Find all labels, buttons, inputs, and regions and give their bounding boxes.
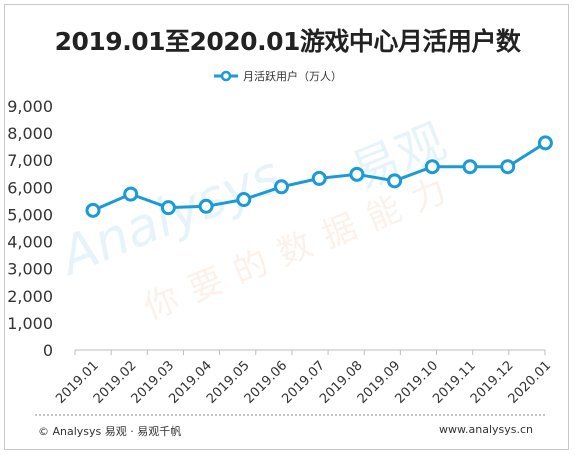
watermark: Analysys 易观 你要的数据能力 <box>50 113 465 328</box>
y-tick-label: 3,000 <box>7 260 53 279</box>
data-point[interactable] <box>160 200 176 216</box>
legend-marker <box>220 70 232 82</box>
data-point[interactable] <box>311 170 327 186</box>
y-tick-label: 1,000 <box>7 314 53 333</box>
legend-label: 月活跃用户（万人） <box>243 69 342 83</box>
data-point[interactable] <box>424 159 440 175</box>
chart-frame <box>4 4 569 450</box>
data-point[interactable] <box>500 159 516 175</box>
data-point[interactable] <box>198 198 214 214</box>
chart-title: 2019.01至2020.01游戏中心月活用户数 <box>54 27 521 56</box>
y-tick-label: 2,000 <box>7 287 53 306</box>
footer-copyright: © Analysys 易观 · 易观千帆 <box>38 425 182 438</box>
data-point[interactable] <box>274 179 289 195</box>
data-point[interactable] <box>349 166 365 182</box>
y-tick-label: 6,000 <box>7 178 53 197</box>
legend: 月活跃用户（万人） <box>214 69 342 83</box>
x-axis: 2019.012019.022019.032019.042019.052019.… <box>53 349 554 407</box>
y-tick-label: 7,000 <box>7 151 53 170</box>
data-point[interactable] <box>85 202 101 218</box>
data-point[interactable] <box>387 173 403 189</box>
y-tick-label: 5,000 <box>7 205 53 224</box>
y-tick-label: 0 <box>43 341 53 360</box>
y-tick-label: 4,000 <box>7 233 53 252</box>
y-tick-label: 9,000 <box>7 97 53 116</box>
series-group <box>85 135 553 218</box>
y-tick-label: 8,000 <box>7 124 53 143</box>
data-point[interactable] <box>537 135 553 151</box>
data-point[interactable] <box>462 159 478 175</box>
y-axis: 0 1,000 2,000 3,000 4,000 5,000 6,000 7,000 8,00… <box>7 97 53 360</box>
footer-website[interactable]: www.analysys.cn <box>439 423 533 436</box>
data-point[interactable] <box>123 186 139 202</box>
data-point[interactable] <box>236 192 252 208</box>
